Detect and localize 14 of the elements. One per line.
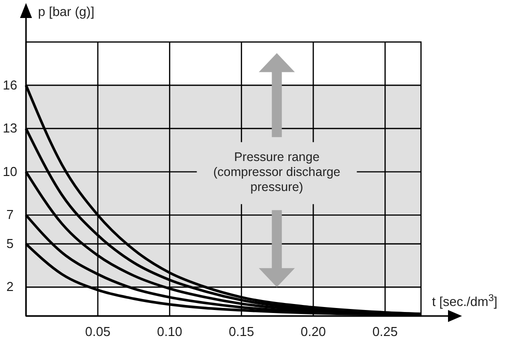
x-tick-label: 0.25: [372, 324, 398, 339]
x-tick-label: 0.15: [228, 324, 254, 339]
y-tick-label: 7: [6, 207, 14, 222]
y-tick-label: 2: [6, 279, 14, 294]
x-axis-title: t [sec./dm$^{3}$]: [432, 292, 498, 309]
y-axis-title: p [bar (g)]: [38, 4, 94, 19]
y-tick-label: 16: [2, 77, 18, 92]
x-tick-label: 0.20: [300, 324, 326, 339]
x-tick-label: 0.10: [156, 324, 182, 339]
y-tick-label: 13: [2, 120, 18, 136]
y-tick-label: 5: [6, 236, 14, 251]
annotation: Pressure range (compressor discharge pressure): [213, 150, 340, 194]
x-tick-label: 0.05: [85, 324, 110, 339]
y-tick-label: 10: [2, 164, 18, 179]
